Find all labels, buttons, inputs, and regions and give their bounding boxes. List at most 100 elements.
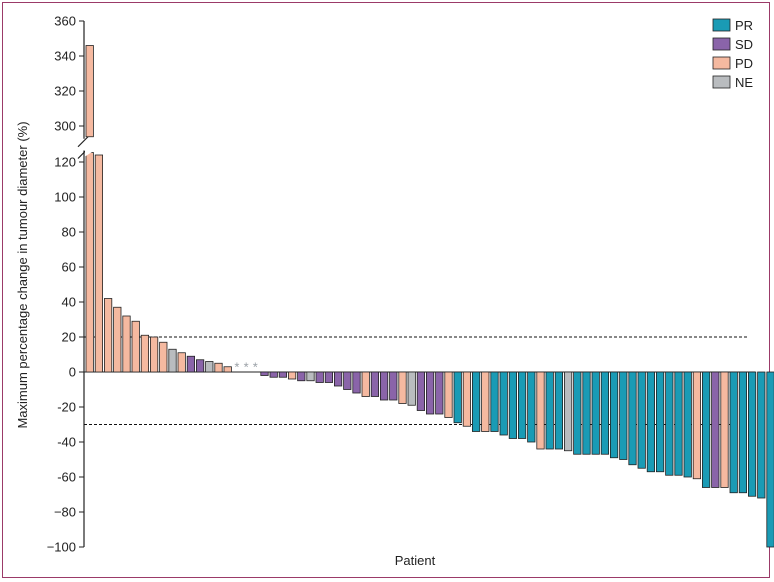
bar — [628, 371, 637, 466]
bar — [407, 371, 416, 406]
bar — [223, 366, 232, 373]
y-tick-label: 100 — [54, 190, 76, 205]
bar — [738, 371, 748, 494]
bar — [564, 371, 573, 452]
bar — [481, 371, 490, 432]
bar — [398, 371, 407, 404]
y-tick-label: -40 — [57, 435, 76, 450]
y-tick-label: 360 — [54, 14, 76, 29]
bar — [186, 355, 195, 373]
bar — [462, 371, 472, 427]
y-tick-label: 320 — [54, 84, 76, 99]
x-axis-title: Patient — [395, 553, 436, 568]
bar — [104, 298, 113, 373]
bar — [315, 371, 324, 383]
bar-break-gap — [85, 137, 95, 157]
bar-marker: * — [253, 360, 258, 375]
bar — [214, 362, 223, 373]
bar — [352, 371, 361, 394]
bar — [573, 371, 582, 455]
bar — [122, 315, 131, 373]
y-tick-label: 40 — [62, 295, 76, 310]
bar — [159, 341, 168, 373]
y-axis-title: Maximum percentage change in tumour diam… — [15, 121, 30, 428]
legend-label: SD — [735, 37, 753, 52]
bar — [333, 371, 343, 387]
legend-label: PR — [735, 18, 753, 33]
bar — [140, 334, 149, 373]
bar — [205, 361, 214, 373]
bar — [177, 352, 186, 373]
bar — [113, 306, 122, 373]
bar — [720, 371, 729, 488]
bar-marker: * — [244, 360, 249, 375]
bar — [536, 371, 545, 450]
y-tick-label: −100 — [47, 540, 76, 555]
bar — [554, 371, 564, 450]
bar — [729, 371, 738, 494]
bar — [389, 371, 398, 401]
bar — [702, 371, 711, 488]
bar — [637, 371, 646, 469]
bar — [85, 152, 94, 373]
y-axis: 300 320 340 360 −100 −80 -60 -40 -20 0 20 40 60 80 100… — [47, 14, 755, 555]
bar — [269, 371, 278, 378]
legend-label: PD — [735, 56, 753, 71]
bar-marker: * — [234, 360, 239, 375]
bar — [674, 371, 683, 476]
bar — [591, 371, 600, 455]
bar — [260, 371, 269, 376]
bar — [490, 371, 499, 432]
bar — [297, 371, 306, 382]
bar — [766, 371, 774, 548]
bar — [379, 371, 389, 401]
bar — [85, 45, 94, 138]
bar — [646, 371, 656, 473]
legend-label: NE — [735, 75, 753, 90]
bar — [508, 371, 518, 439]
bars: * * * — [85, 45, 774, 548]
bar — [545, 371, 554, 450]
bar — [278, 371, 288, 378]
bar — [453, 371, 462, 424]
bar — [435, 371, 444, 415]
bar — [748, 371, 757, 497]
bar — [416, 371, 426, 411]
bar — [324, 371, 334, 383]
y-tick-label: 60 — [62, 260, 76, 275]
legend-swatch — [712, 37, 731, 51]
bar — [306, 371, 315, 382]
y-tick-label: 80 — [62, 225, 76, 240]
bar — [619, 371, 628, 460]
bar — [195, 359, 205, 373]
bar — [527, 371, 536, 443]
y-tick-label: 300 — [54, 119, 76, 134]
bar — [518, 371, 527, 439]
bar — [444, 371, 453, 418]
bar — [757, 371, 766, 499]
bar — [665, 371, 674, 476]
bar — [471, 371, 481, 432]
y-tick-label: 120 — [54, 155, 76, 170]
bar — [692, 371, 702, 480]
bar — [683, 371, 692, 478]
legend: PR SD PD NE — [712, 18, 753, 90]
bar — [370, 371, 380, 397]
y-tick-label: 340 — [54, 49, 76, 64]
bar — [131, 320, 140, 373]
bar — [149, 336, 159, 373]
bar — [343, 371, 352, 390]
bar — [711, 371, 720, 488]
bar — [499, 371, 508, 436]
legend-swatch — [712, 18, 731, 32]
bar — [94, 154, 103, 373]
bar — [361, 371, 370, 397]
y-tick-label: 20 — [62, 330, 76, 345]
y-tick-label: −80 — [54, 505, 76, 520]
bar — [610, 371, 619, 459]
legend-swatch — [712, 56, 731, 70]
bar — [287, 371, 297, 380]
y-tick-label: 0 — [69, 365, 76, 380]
